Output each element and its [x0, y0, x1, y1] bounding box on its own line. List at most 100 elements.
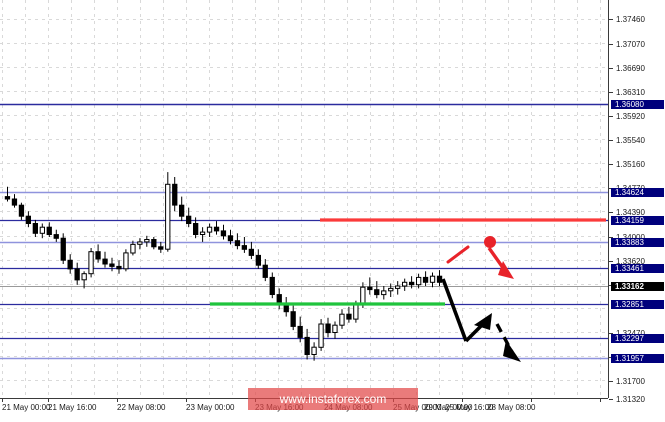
candle-body [290, 311, 296, 327]
candle-body [102, 258, 108, 265]
candle-body [262, 264, 268, 278]
price-tick-mark [609, 19, 613, 20]
time-tick-label: 21 May 00:00 [2, 403, 51, 412]
price-tick-label: 1.36690 [616, 64, 645, 73]
black-down-leg [441, 278, 468, 342]
time-tick-mark [600, 399, 601, 402]
black-dashed-down-arrow-shaft [495, 323, 514, 353]
time-tick-label: 22 May 08:00 [117, 403, 166, 412]
candle-body [255, 254, 262, 266]
candle-body [339, 313, 345, 326]
time-tick-mark [531, 399, 532, 402]
candle-body [81, 273, 87, 281]
candle-body [144, 239, 150, 243]
time-tick-mark [462, 399, 463, 402]
candle-body [109, 263, 115, 267]
candle-body [158, 246, 164, 250]
price-tick-mark [609, 381, 613, 382]
candle-body [248, 248, 254, 256]
price-tick-label: 1.37460 [616, 15, 645, 24]
candle-body [4, 196, 11, 200]
price-level-badge[interactable]: 1.33461 [611, 264, 664, 273]
candle-body [436, 275, 443, 283]
price-tick-label: 1.33620 [616, 257, 645, 266]
black-dashed-down-arrow-head [503, 340, 521, 362]
price-tick-mark [609, 68, 613, 69]
candle-body [234, 240, 241, 247]
price-tick-mark [609, 164, 613, 165]
time-tick-mark [2, 399, 3, 402]
candle-body [53, 234, 59, 239]
price-level-badge[interactable]: 1.34159 [611, 216, 664, 225]
time-tick-label: 28 May 08:00 [487, 403, 536, 412]
grid-lines-horizontal [0, 19, 608, 381]
price-tick-mark [609, 140, 613, 141]
candle-body [381, 290, 387, 296]
time-tick-label: 23 May 00:00 [186, 403, 235, 412]
price-level-badge[interactable]: 1.31957 [611, 354, 664, 363]
candle-body [32, 223, 39, 234]
price-tick-label: 1.32470 [616, 329, 645, 338]
candle-body [39, 226, 46, 234]
candle-body [241, 245, 247, 250]
chart-plot-area[interactable] [0, 0, 608, 398]
time-tick-mark [48, 399, 49, 402]
candle-body [213, 226, 220, 232]
candle-body [304, 336, 310, 355]
candle-body [395, 285, 401, 289]
candle-body [220, 230, 227, 237]
price-tick-mark [609, 237, 613, 238]
annotation-layer [210, 218, 606, 362]
entry-dot [484, 236, 496, 248]
candlestick-series [4, 172, 443, 361]
price-tick-label: 1.31700 [616, 377, 645, 386]
candle-body [172, 183, 178, 206]
price-tick-label: 1.36310 [616, 88, 645, 97]
price-level-badge[interactable]: 1.32851 [611, 300, 664, 309]
candle-body [199, 231, 206, 236]
price-tick-label: 1.34390 [616, 208, 645, 217]
time-tick-mark [186, 399, 187, 402]
candle-body [409, 281, 415, 286]
price-tick-mark [609, 92, 613, 93]
candle-body [95, 251, 101, 260]
candle-body [353, 303, 359, 320]
time-tick-label: 21 May 16:00 [48, 403, 97, 412]
price-tick-label: 1.35540 [616, 136, 645, 145]
candle-body [165, 183, 171, 250]
candle-body [18, 204, 25, 217]
candle-body [179, 204, 185, 217]
price-tick-label: 1.35160 [616, 160, 645, 169]
black-up-arrow-head [474, 313, 492, 330]
candle-body [422, 276, 429, 283]
price-level-badge[interactable]: 1.36080 [611, 100, 664, 109]
price-tick-mark [609, 44, 613, 45]
candle-body [311, 346, 317, 356]
candle-body [388, 287, 394, 292]
red-down-arrow-head [498, 261, 514, 279]
candle-body [74, 268, 80, 281]
candle-body [116, 265, 122, 270]
price-level-badge[interactable]: 1.32297 [611, 334, 664, 343]
candle-body [429, 275, 436, 283]
candle-body [186, 215, 192, 224]
time-tick-mark [117, 399, 118, 402]
price-tick-mark [609, 116, 613, 117]
candle-body [360, 286, 366, 305]
candle-body [297, 325, 303, 338]
price-tick-label: 1.37070 [616, 40, 645, 49]
candle-body [367, 286, 373, 291]
price-axis[interactable]: 1.37460 1.37070 1.36690 1.36310 1.35920 1.355… [608, 0, 665, 404]
candle-body [88, 251, 94, 275]
price-tick-mark [609, 333, 613, 334]
candle-body [206, 226, 213, 233]
candle-body [123, 252, 129, 270]
instaforex-watermark: www.instaforex.com [248, 388, 418, 410]
candle-body [402, 281, 408, 287]
price-tick-mark [609, 212, 613, 213]
price-level-badge[interactable]: 1.33883 [611, 238, 664, 247]
price-tick-mark [609, 261, 613, 262]
price-level-badge[interactable]: 1.33162 [611, 282, 664, 291]
price-level-badge[interactable]: 1.34624 [611, 188, 664, 197]
